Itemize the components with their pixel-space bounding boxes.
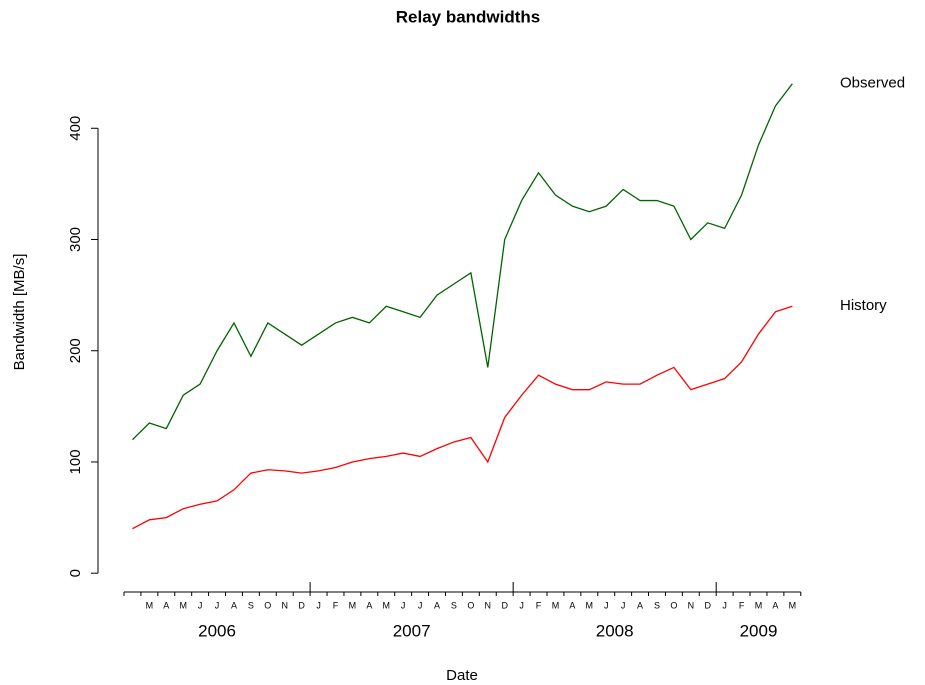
x-tick-label: J	[604, 600, 609, 610]
y-tick-label: 100	[67, 449, 84, 474]
series-label: History	[840, 297, 887, 314]
x-tick-label: J	[418, 600, 423, 610]
x-tick-label: M	[383, 600, 391, 610]
x-tick-label: M	[349, 600, 357, 610]
x-tick-label: M	[552, 600, 560, 610]
x-tick-label: M	[586, 600, 594, 610]
x-tick-label: F	[333, 600, 339, 610]
x-tick-label: D	[704, 600, 711, 610]
y-tick-label: 300	[67, 227, 84, 252]
x-tick-label: A	[434, 600, 440, 610]
year-label: 2007	[393, 621, 431, 640]
x-tick-label: A	[637, 600, 643, 610]
x-tick-label: J	[621, 600, 626, 610]
x-tick-label: A	[772, 600, 778, 610]
x-tick-label: J	[198, 600, 203, 610]
x-tick-label: J	[722, 600, 727, 610]
y-axis-label: Bandwidth [MB/s]	[11, 254, 28, 371]
x-tick-label: F	[536, 600, 542, 610]
x-tick-label: M	[755, 600, 763, 610]
x-tick-label: J	[519, 600, 524, 610]
x-tick-label: S	[248, 600, 254, 610]
x-tick-label: O	[670, 600, 677, 610]
series-line	[132, 83, 793, 441]
x-tick-label: M	[789, 600, 797, 610]
year-label: 2009	[740, 621, 778, 640]
x-tick-label: A	[366, 600, 372, 610]
x-tick-label: M	[179, 600, 187, 610]
series-label: Observed	[840, 75, 905, 92]
x-tick-label: F	[739, 600, 745, 610]
x-tick-label: M	[146, 600, 154, 610]
x-tick-label: S	[451, 600, 457, 610]
x-tick-label: A	[231, 600, 237, 610]
x-tick-label: S	[654, 600, 660, 610]
x-tick-label: N	[688, 600, 695, 610]
x-tick-label: D	[298, 600, 305, 610]
x-tick-label: A	[569, 600, 575, 610]
x-tick-label: N	[281, 600, 288, 610]
x-tick-label: D	[501, 600, 508, 610]
x-tick-label: N	[485, 600, 492, 610]
y-tick-label: 0	[67, 569, 84, 577]
series-line	[132, 305, 793, 530]
x-tick-label: J	[215, 600, 220, 610]
y-tick-label: 200	[67, 338, 84, 363]
x-axis-label: Date	[446, 667, 478, 684]
y-tick-label: 400	[67, 116, 84, 141]
x-tick-label: A	[163, 600, 169, 610]
year-label: 2008	[596, 621, 634, 640]
x-tick-label: J	[401, 600, 406, 610]
x-tick-label: J	[316, 600, 321, 610]
chart-title: Relay bandwidths	[396, 7, 541, 26]
year-label: 2006	[198, 621, 236, 640]
x-tick-label: O	[264, 600, 271, 610]
x-tick-label: O	[467, 600, 474, 610]
